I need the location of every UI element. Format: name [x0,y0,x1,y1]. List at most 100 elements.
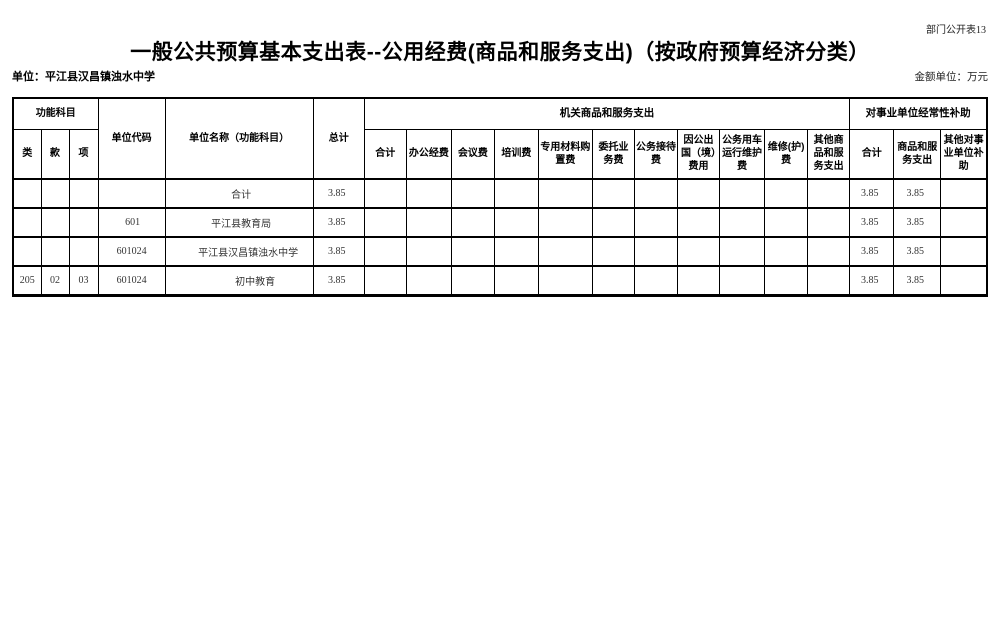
header-other-goods-services: 其他商品和服务支出 [807,128,851,180]
cell-org-value [493,265,539,296]
cell-section [40,178,70,209]
cell-org-value [405,207,452,238]
cell-item [68,236,99,267]
header-subsidy-other: 其他对事业单位补助 [940,128,988,180]
cell-subsidy-other [940,236,988,267]
cell-org-value [719,207,766,238]
cell-unit-name: 平江县教育局 [164,207,314,238]
table-row-school: 601024 平江县汉昌镇浊水中学 3.85 3.85 3.85 [12,236,988,267]
header-unit-code: 单位代码 [97,97,166,180]
cell-org-value [764,178,809,209]
cell-grand-total: 3.85 [312,236,365,267]
cell-unit-code: 601024 [97,265,166,296]
cell-org-value [537,178,593,209]
header-meeting-fee: 会议费 [450,128,495,180]
page-title: 一般公共预算基本支出表--公用经费(商品和服务支出)（按政府预算经济分类） [130,41,870,64]
header-function-subject-group: 功能科目 [12,97,99,130]
cell-unit-code: 601 [97,207,166,238]
cell-org-value [450,207,495,238]
meta-row: 单位：平江县汉昌镇浊水中学 金额单位：万元 [12,68,988,84]
cell-org-value [633,207,679,238]
cell-org-value [764,265,809,296]
cell-org-value [493,207,539,238]
cell-org-value [764,207,809,238]
cell-org-value [537,265,593,296]
cell-subsidy-other [940,178,988,209]
cell-unit-name: 平江县汉昌镇浊水中学 [164,236,314,267]
cell-class: 205 [12,265,42,296]
header-institution-subsidy-group: 对事业单位经常性补助 [849,97,988,130]
cell-grand-total: 3.85 [312,265,365,296]
cell-org-value [450,178,495,209]
cell-org-value [719,236,766,267]
cell-subsidy-total: 3.85 [849,265,895,296]
header-commissioned-business-fee: 委托业务费 [591,128,635,180]
header-office-expense: 办公经费 [405,128,452,180]
cell-subsidy-goods: 3.85 [893,236,942,267]
cell-org-value [807,236,851,267]
header-org-total: 合计 [363,128,407,180]
header-official-reception-fee: 公务接待费 [633,128,679,180]
cell-class [12,207,42,238]
cell-org-value [807,265,851,296]
corner-table-number: 部门公开表13 [926,25,986,36]
cell-org-value [719,178,766,209]
cell-item: 03 [68,265,99,296]
header-repair-fee: 维修(护)费 [764,128,809,180]
budget-table: 功能科目 单位代码 单位名称（功能科目） 总计 机关商品和服务支出 对事业单位经… [12,97,988,297]
cell-unit-code: 601024 [97,236,166,267]
header-subsidy-total: 合计 [849,128,895,180]
cell-subsidy-other [940,265,988,296]
cell-org-value [591,207,635,238]
cell-org-value [807,178,851,209]
cell-grand-total: 3.85 [312,207,365,238]
table-row-total: 合计 3.85 3.85 3.85 [12,178,988,209]
header-grand-total: 总计 [312,97,365,180]
cell-subsidy-total: 3.85 [849,178,895,209]
cell-org-value [450,265,495,296]
cell-subsidy-other [940,207,988,238]
cell-class [12,236,42,267]
header-training-fee: 培训费 [493,128,539,180]
cell-unit-code [97,178,166,209]
cell-org-value [677,178,721,209]
header-special-materials-fee: 专用材料购置费 [537,128,593,180]
table-row-education-bureau: 601 平江县教育局 3.85 3.85 3.85 [12,207,988,238]
cell-class [12,178,42,209]
cell-org-value [591,178,635,209]
cell-item [68,178,99,209]
cell-org-value [405,178,452,209]
reporting-unit-label: 单位：平江县汉昌镇浊水中学 [12,71,155,83]
header-abroad-expense: 因公出国（境）费用 [677,128,721,180]
cell-org-value [493,236,539,267]
header-item: 项 [68,128,99,180]
cell-org-value [677,236,721,267]
cell-subsidy-total: 3.85 [849,207,895,238]
cell-subsidy-goods: 3.85 [893,265,942,296]
cell-section [40,207,70,238]
cell-subsidy-goods: 3.85 [893,178,942,209]
cell-org-value [764,236,809,267]
table-row-junior-education: 205 02 03 601024 初中教育 3.85 3.85 3.85 [12,265,988,296]
cell-item [68,207,99,238]
cell-org-value [363,178,407,209]
cell-org-value [677,207,721,238]
cell-org-value [363,265,407,296]
cell-org-value [537,207,593,238]
cell-unit-name: 合计 [164,178,314,209]
cell-subsidy-total: 3.85 [849,236,895,267]
header-class: 类 [12,128,42,180]
cell-org-value [493,178,539,209]
cell-unit-name: 初中教育 [164,265,314,296]
cell-org-value [363,207,407,238]
cell-grand-total: 3.85 [312,178,365,209]
header-vehicle-maintenance-fee: 公务用车运行维护费 [719,128,766,180]
cell-org-value [591,236,635,267]
cell-org-value [719,265,766,296]
header-org-goods-services-group: 机关商品和服务支出 [363,97,851,130]
cell-org-value [363,236,407,267]
cell-org-value [633,178,679,209]
cell-org-value [405,236,452,267]
cell-org-value [405,265,452,296]
